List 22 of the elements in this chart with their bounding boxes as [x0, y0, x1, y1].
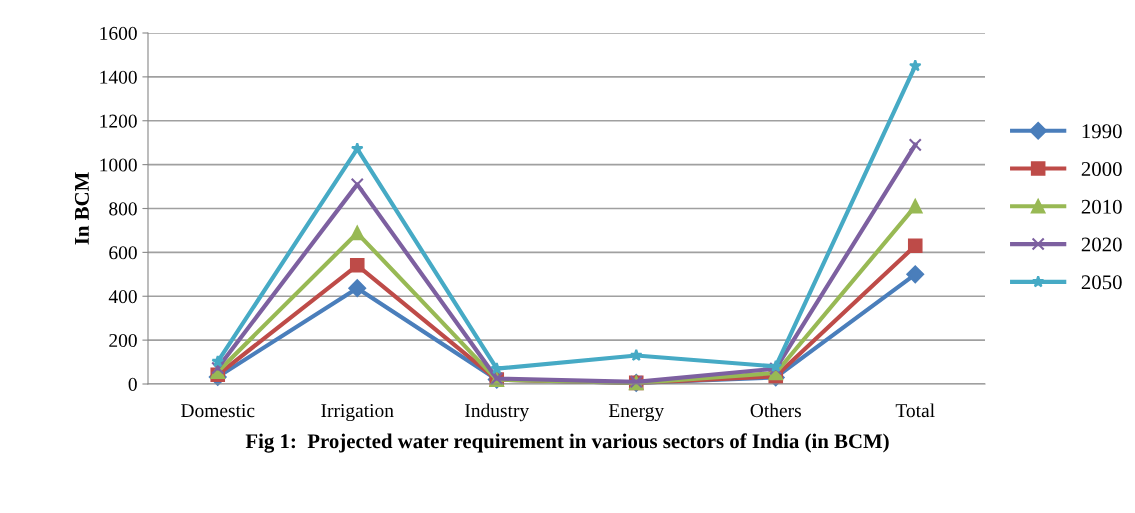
y-tick-label: 1600	[100, 26, 137, 40]
y-tick-label: 0	[128, 377, 137, 391]
y-tick-label: 800	[109, 202, 137, 216]
legend-label: 2050	[1081, 275, 1122, 290]
y-tick-label: 1200	[100, 114, 137, 128]
x-tick-label: Energy	[608, 404, 665, 422]
text: Fig 1: Projected water requirement in various sectors of India (in BCM)	[245, 433, 889, 453]
legend-label: 2000	[1081, 161, 1122, 177]
y-tick-label: 600	[109, 246, 137, 260]
legend-label: 2010	[1081, 199, 1122, 214]
legend-label: 2020	[1081, 237, 1122, 252]
x-tick-label: Irrigation	[321, 404, 394, 422]
y-tick-label: 200	[109, 333, 137, 348]
x-tick-label: Others	[750, 403, 801, 418]
y-tick-label: 1000	[100, 158, 137, 172]
y-tick-label: 1400	[100, 70, 137, 84]
y-axis-title: In BCM	[74, 172, 89, 245]
y-tick-label: 400	[108, 290, 137, 304]
legend-label: 1990	[1082, 124, 1122, 139]
x-tick-label: Domestic	[181, 404, 255, 418]
x-tick-label: Industry	[465, 403, 530, 422]
x-tick-label: Total	[895, 403, 935, 418]
